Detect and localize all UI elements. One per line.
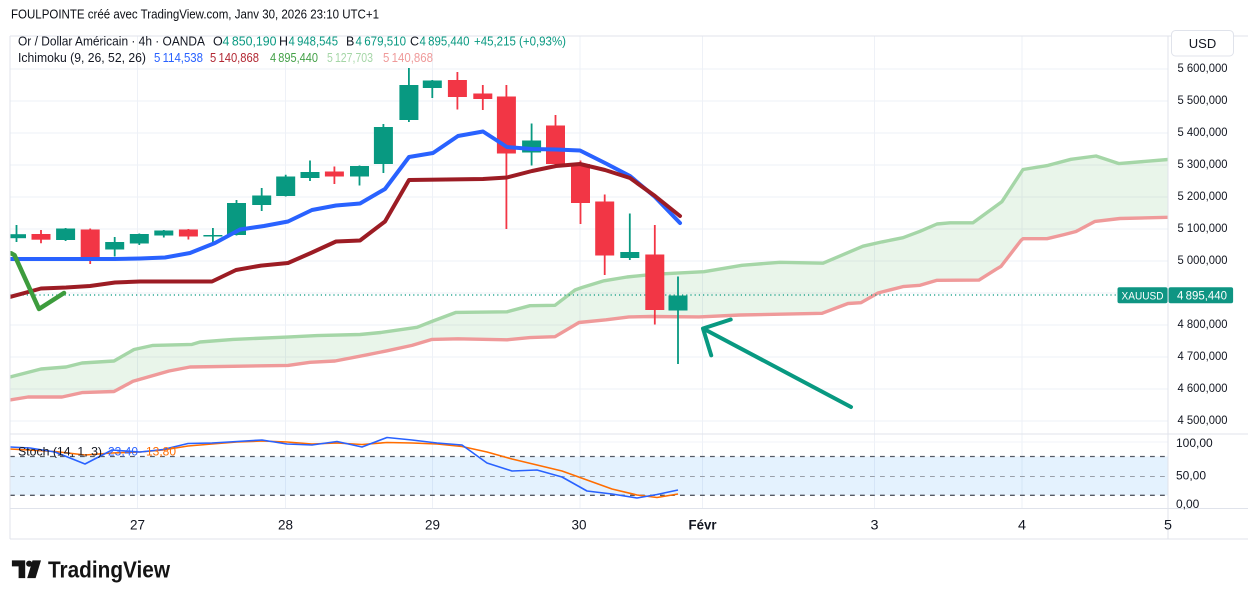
svg-text:4 679,510: 4 679,510	[356, 35, 407, 49]
svg-text:Or / Dollar Américain · 4h · O: Or / Dollar Américain · 4h · OANDA	[18, 35, 206, 49]
svg-text:4 850,190: 4 850,190	[223, 35, 277, 49]
svg-text:4 700,000: 4 700,000	[1178, 349, 1228, 363]
svg-text:0,00: 0,00	[1176, 497, 1200, 511]
svg-text:TradingView: TradingView	[48, 557, 171, 583]
svg-text:5 600,000: 5 600,000	[1178, 61, 1228, 75]
svg-text:5 100,000: 5 100,000	[1178, 221, 1228, 235]
svg-text:USD: USD	[1189, 36, 1216, 51]
svg-text:27: 27	[130, 517, 145, 533]
svg-text:5 114,538: 5 114,538	[154, 51, 203, 65]
svg-text:4: 4	[1018, 517, 1026, 533]
svg-text:5 140,868: 5 140,868	[383, 51, 433, 65]
svg-text:100,00: 100,00	[1176, 436, 1213, 450]
svg-text:4 895,440: 4 895,440	[270, 51, 318, 65]
svg-text:+45,215 (+0,93%): +45,215 (+0,93%)	[474, 35, 566, 49]
svg-text:FOULPOINTE créé avec TradingVi: FOULPOINTE créé avec TradingView.com, Ja…	[11, 7, 379, 22]
svg-text:5 500,000: 5 500,000	[1178, 93, 1228, 107]
svg-text:Févr: Févr	[689, 517, 718, 533]
svg-text:B: B	[346, 35, 354, 49]
svg-text:4 800,000: 4 800,000	[1178, 317, 1228, 331]
svg-text:5 300,000: 5 300,000	[1178, 157, 1228, 171]
svg-text:5 127,703: 5 127,703	[327, 51, 373, 65]
svg-text:H: H	[279, 35, 288, 49]
svg-text:O: O	[213, 35, 223, 49]
svg-text:XAUUSD: XAUUSD	[1122, 291, 1164, 303]
svg-text:5 400,000: 5 400,000	[1178, 125, 1228, 139]
svg-text:Stoch (14, 1, 3): Stoch (14, 1, 3)	[18, 445, 102, 459]
svg-text:4 895,440: 4 895,440	[420, 35, 470, 49]
svg-text:C: C	[410, 35, 419, 49]
svg-text:23,40: 23,40	[108, 445, 138, 459]
svg-text:3: 3	[871, 517, 879, 533]
svg-text:5 200,000: 5 200,000	[1178, 189, 1228, 203]
svg-text:4 500,000: 4 500,000	[1178, 413, 1228, 427]
svg-text:29: 29	[425, 517, 440, 533]
svg-text:13,80: 13,80	[146, 445, 176, 459]
svg-text:5 000,000: 5 000,000	[1178, 253, 1228, 267]
svg-text:50,00: 50,00	[1176, 469, 1206, 483]
svg-text:30: 30	[572, 517, 587, 533]
svg-text:4 948,545: 4 948,545	[289, 35, 339, 49]
svg-text:4 895,440: 4 895,440	[1177, 291, 1227, 303]
svg-text:Ichimoku (9, 26, 52, 26): Ichimoku (9, 26, 52, 26)	[18, 51, 146, 65]
svg-text:5 140,868: 5 140,868	[210, 51, 259, 65]
svg-text:5: 5	[1164, 517, 1172, 533]
svg-text:4 600,000: 4 600,000	[1178, 381, 1228, 395]
svg-text:28: 28	[278, 517, 293, 533]
